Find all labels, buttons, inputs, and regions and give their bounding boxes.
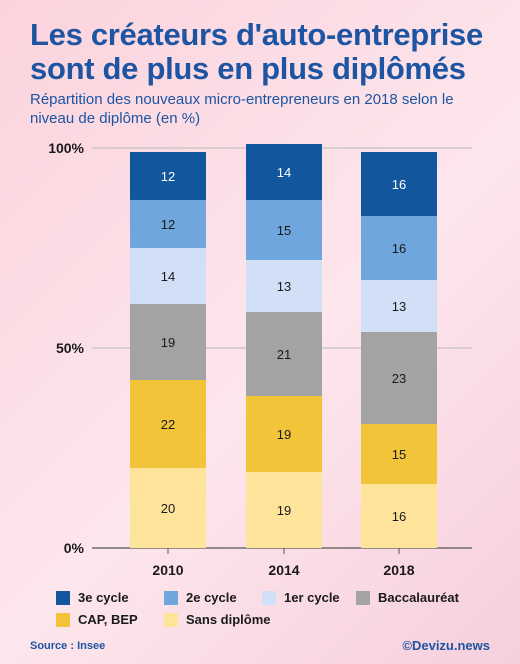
bar-segment [130,304,206,380]
bar-segment [130,152,206,200]
y-tick-label: 0% [64,540,85,556]
data-label: 20 [161,501,175,516]
bar-segment [246,260,322,312]
source-note: Source : Insee [30,640,106,652]
legend-label: CAP, BEP [78,612,138,627]
data-label: 21 [277,347,291,362]
data-label: 16 [392,241,406,256]
legend-label: Sans diplôme [186,612,271,627]
legend-item: Sans diplôme [164,612,271,627]
bar-segment [361,152,437,216]
legend-swatch [56,590,70,605]
legend-swatch [164,612,178,627]
legend-item: CAP, BEP [56,612,138,627]
chart-title: Les créateurs d'auto-entreprise sont de … [30,17,483,86]
data-label: 14 [161,269,175,284]
legend-label: Baccalauréat [378,590,459,605]
data-label: 19 [161,335,175,350]
data-label: 16 [392,509,406,524]
legend-swatch [56,612,70,627]
data-label: 22 [161,417,175,432]
bar-segment [130,468,206,548]
bar-segment [246,312,322,396]
data-label: 19 [277,503,291,518]
bar-segment [361,216,437,280]
data-label: 14 [277,165,291,180]
x-tick-label: 2014 [268,562,299,578]
bar-segment [246,200,322,260]
legend-label: 3e cycle [78,590,129,605]
legend-item: 2e cycle [164,590,237,605]
stacked-bar-chart: 0% 50% 100% 20 22 19 14 12 12 2010 19 19 21 13 15 14 201… [48,140,472,578]
bar-segment [361,484,437,548]
data-label: 23 [392,371,406,386]
data-label: 13 [392,299,406,314]
credit-note: ©Devizu.news [402,638,490,653]
x-tick-label: 2010 [152,562,183,578]
x-tick-label: 2018 [383,562,414,578]
bar-segment [246,144,322,200]
legend-item: 1er cycle [262,590,340,605]
legend-swatch [164,590,178,605]
bar-segment [361,280,437,332]
legend-swatch [356,590,370,605]
data-label: 15 [277,223,291,238]
legend-item: Baccalauréat [356,590,459,605]
y-tick-label: 50% [56,340,85,356]
data-label: 12 [161,169,175,184]
y-tick-label: 100% [48,140,84,156]
data-label: 16 [392,177,406,192]
legend-label: 2e cycle [186,590,237,605]
bar-segment [130,380,206,468]
bar-segment [130,200,206,248]
legend-item: 3e cycle [56,590,129,605]
data-label: 15 [392,447,406,462]
data-label: 12 [161,217,175,232]
data-label: 13 [277,279,291,294]
data-label: 19 [277,427,291,442]
bar-segment [130,248,206,304]
chart-subtitle: Répartition des nouveaux micro-entrepren… [30,91,454,127]
bar-segment [246,472,322,548]
bar-segment [246,396,322,472]
bar-segment [361,332,437,424]
bar-segment [361,424,437,484]
legend-label: 1er cycle [284,590,340,605]
legend-swatch [262,590,276,605]
